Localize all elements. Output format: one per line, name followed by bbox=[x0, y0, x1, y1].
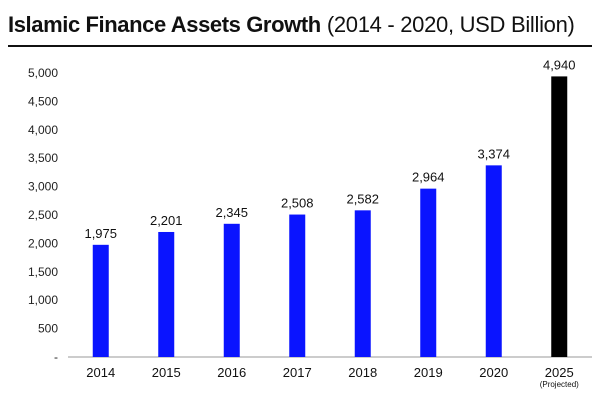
y-tick-label: 4,000 bbox=[28, 123, 58, 137]
value-label: 2,345 bbox=[215, 205, 248, 220]
value-label: 2,964 bbox=[412, 170, 445, 185]
chart-title: Islamic Finance Assets Growth (2014 - 202… bbox=[8, 10, 592, 47]
value-label: 4,940 bbox=[543, 57, 576, 72]
bar-2018 bbox=[354, 210, 371, 357]
bar-2015 bbox=[158, 231, 175, 357]
value-label: 2,201 bbox=[150, 213, 183, 228]
x-tick-label: 2014 bbox=[86, 365, 115, 380]
y-tick-label: 1,000 bbox=[28, 293, 58, 307]
y-tick-label: 2,500 bbox=[28, 208, 58, 222]
x-tick-note: (Projected) bbox=[540, 380, 579, 389]
y-tick-label: 2,000 bbox=[28, 236, 58, 250]
x-tick-label: 2016 bbox=[217, 365, 246, 380]
bar-2017 bbox=[289, 214, 306, 357]
x-tick-label: 2020 bbox=[479, 365, 508, 380]
value-label: 3,374 bbox=[477, 146, 510, 161]
x-tick-label: 2018 bbox=[348, 365, 377, 380]
x-tick-label: 2015 bbox=[152, 365, 181, 380]
bar-2014 bbox=[92, 244, 109, 357]
value-label: 2,508 bbox=[281, 196, 314, 211]
bar-2025 bbox=[551, 76, 568, 358]
y-tick-label: 3,000 bbox=[28, 180, 58, 194]
bar-2020 bbox=[485, 165, 502, 357]
bar-2016 bbox=[223, 223, 240, 357]
y-tick-label: 4,500 bbox=[28, 94, 58, 108]
y-tick-label: 500 bbox=[38, 322, 58, 336]
value-label: 1,975 bbox=[84, 226, 117, 241]
title-underline bbox=[8, 45, 592, 47]
y-tick-label: - bbox=[54, 350, 58, 364]
y-tick-label: 3,500 bbox=[28, 151, 58, 165]
chart-title-bold: Islamic Finance Assets Growth bbox=[8, 12, 321, 37]
value-label: 2,582 bbox=[346, 191, 379, 206]
x-tick-label: 2017 bbox=[283, 365, 312, 380]
y-tick-label: 1,500 bbox=[28, 265, 58, 279]
y-tick-label: 5,000 bbox=[28, 66, 58, 80]
x-tick-label: 2019 bbox=[414, 365, 443, 380]
bar-2019 bbox=[420, 188, 437, 357]
chart-title-subtitle: (2014 - 2020, USD Billion) bbox=[326, 12, 575, 37]
x-tick-label: 2025 bbox=[545, 365, 574, 380]
